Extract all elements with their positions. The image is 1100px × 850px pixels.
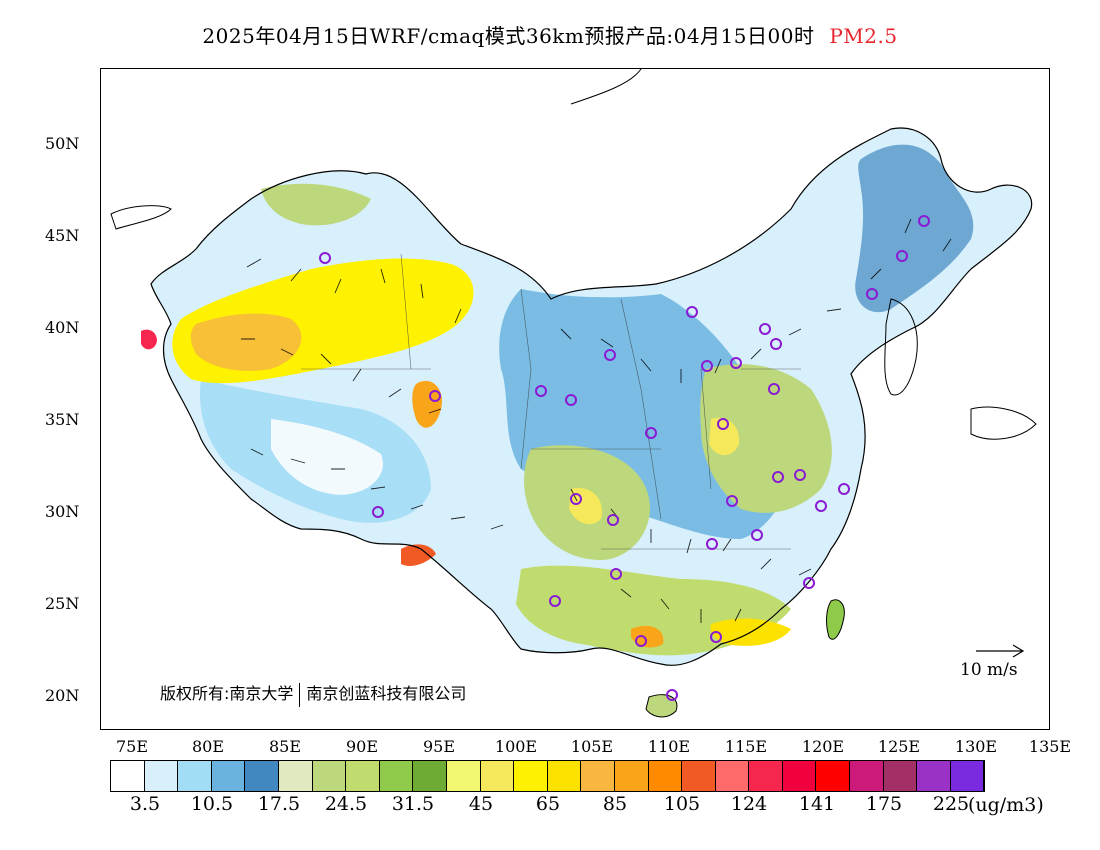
lake-outline [110,205,172,230]
colorbar-cell [581,761,615,791]
korea-outline [884,298,918,396]
colorbar-cell [278,761,313,791]
map-canvas [110,69,1037,718]
colorbar-label: 141 [798,793,836,815]
lon-label: 130E [954,737,998,756]
red-hotspot-kashgar [141,329,157,350]
colorbar-cell [211,761,246,791]
colorbar-cell [413,761,447,791]
colorbar-label: 124 [730,793,768,815]
copyright: 版权所有:南京大学 南京创蓝科技有限公司 [160,680,466,707]
green-zone-north-plain [700,364,832,513]
colorbar-cell [346,761,380,791]
colorbar-label: 24.5 [324,793,368,815]
province-boundaries [301,253,801,550]
colorbar-cell [883,761,918,791]
china-outline [150,127,1033,666]
colorbar-cell [782,761,817,791]
lon-label: 80E [191,737,225,756]
lat-label: 40N [45,318,80,337]
orange-zone-yunnan-border [401,544,436,566]
hainan-island [645,694,678,718]
blue-zone-northeast [855,144,974,313]
colorbar-cell [648,761,683,791]
colorbar-cell [245,761,279,791]
pm25-map [100,68,1050,730]
yellow-zone-sichuan [569,488,602,525]
colorbar-cell [446,761,481,791]
lon-label: 120E [801,737,845,756]
lat-label: 25N [45,594,80,613]
colorbar [110,760,986,792]
reference-arrow-icon [976,644,1025,658]
lon-label: 135E [1028,737,1072,756]
taiwan-island [826,599,845,640]
orange-zone-tarim [190,313,302,371]
lon-label: 75E [115,737,149,756]
lat-label: 30N [45,502,80,521]
copyright-divider [299,682,301,707]
colorbar-cell [547,761,582,791]
colorbar-cell [749,761,783,791]
colorbar-label: 175 [865,793,903,815]
colorbar-cell [480,761,515,791]
copyright-left: 版权所有:南京大学 [160,684,294,703]
colorbar-label: 10.5 [190,793,234,815]
colorbar-label: 65 [535,793,561,815]
green-zone-dzungaria [261,183,371,226]
colorbar-cell [917,761,951,791]
orange-zone-guangxi [631,625,664,648]
title-main: 2025年04月15日WRF/cmaq模式36km预报产品:04月15日00时 [202,24,815,48]
yellow-zone-henan [709,417,740,456]
colorbar-cell [144,761,179,791]
lon-label: 105E [570,737,614,756]
river-outline [570,69,642,105]
title-variable: PM2.5 [829,24,898,48]
colorbar-cell [178,761,212,791]
white-zone-tibet [271,419,383,495]
copyright-right: 南京创蓝科技有限公司 [306,684,467,703]
lon-label: 85E [268,737,302,756]
lon-label: 95E [422,737,456,756]
yellow-zone-qaidam [412,380,442,428]
lat-label: 35N [45,410,80,429]
colorbar-cell [682,761,716,791]
colorbar-cell [950,761,985,791]
lat-label: 50N [45,134,80,153]
lon-label: 115E [724,737,768,756]
colorbar-label: 3.5 [129,793,161,815]
colorbar-unit: (ug/m3) [968,794,1044,816]
colorbar-label: 31.5 [391,793,435,815]
lat-label: 45N [45,226,80,245]
map-title: 2025年04月15日WRF/cmaq模式36km预报产品:04月15日00时 … [0,20,1100,49]
colorbar-cell [379,761,414,791]
colorbar-cell [514,761,548,791]
city-markers [319,215,930,701]
colorbar-cell [850,761,884,791]
colorbar-label: 85 [602,793,628,815]
colorbar-cell [816,761,851,791]
reference-vector-label: 10 m/s [960,660,1018,680]
colorbar-label: 17.5 [257,793,301,815]
colorbar-label: 105 [663,793,701,815]
japan-outline [970,406,1037,440]
colorbar-cell [614,761,649,791]
lon-label: 125E [877,737,921,756]
lat-label: 20N [45,686,80,705]
lon-label: 90E [345,737,379,756]
colorbar-label: 225 [932,793,970,815]
colorbar-cell [111,761,145,791]
colorbar-cell [715,761,750,791]
colorbar-cell [312,761,347,791]
lon-label: 110E [647,737,691,756]
lon-label: 100E [494,737,538,756]
colorbar-label: 45 [468,793,494,815]
